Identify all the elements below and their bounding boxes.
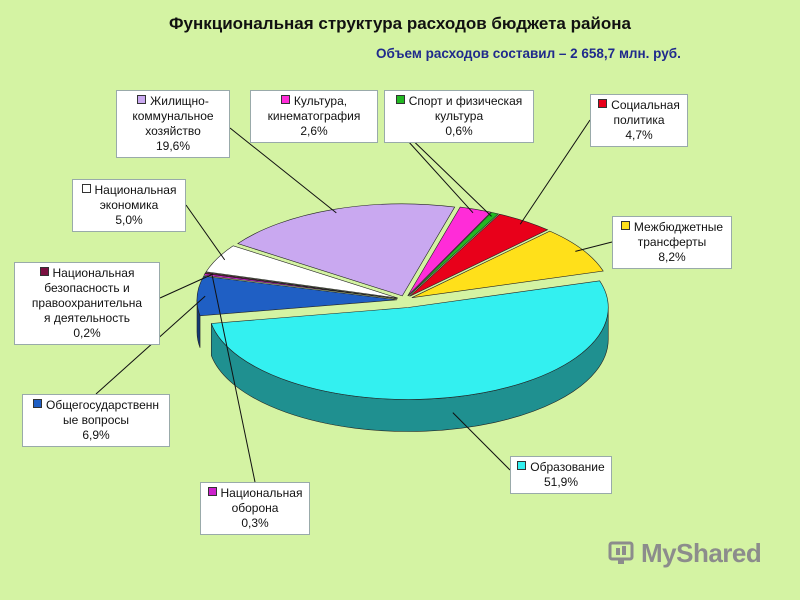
legend-swatch: [598, 99, 608, 108]
legend-swatch: [32, 399, 42, 408]
label-percent: 2,6%: [300, 124, 328, 138]
leader-line-9: [452, 412, 511, 471]
data-label-2: Национальная безопасность и правоохранител…: [14, 262, 160, 345]
data-label-7: Социальная политика 4,7%: [590, 94, 688, 147]
label-percent: 0,6%: [445, 124, 473, 138]
pie-slice-3: [205, 245, 398, 299]
legend-swatch: [39, 267, 49, 276]
myshared-logo-icon: [608, 541, 634, 564]
pie-slice-6: [408, 212, 500, 297]
leader-line-5: [397, 129, 474, 214]
data-label-3: Национальная экономика 5,0%: [72, 179, 186, 232]
data-label-8: Межбюджетные трансферты 8,2%: [612, 216, 732, 269]
label-text: Национальная: [220, 486, 303, 500]
label-text: Образование: [530, 460, 605, 474]
pie-slice-2: [204, 272, 398, 300]
pie-slice-9: [210, 280, 609, 400]
label-text: Национальная: [94, 183, 177, 197]
pie-slice-5: [407, 206, 492, 297]
label-text: Национальная: [52, 266, 135, 280]
label-text: я деятельность: [44, 311, 130, 325]
label-text: хозяйство: [145, 124, 201, 138]
label-percent: 51,9%: [543, 475, 579, 489]
label-text: ые вопросы: [62, 413, 130, 427]
legend-swatch: [395, 95, 405, 104]
leader-line-3: [185, 204, 226, 261]
data-label-4: Жилищно-коммунальное хозяйство 19,6%: [116, 90, 230, 158]
label-percent: 4,7%: [625, 128, 653, 142]
leader-line-4: [229, 127, 337, 214]
label-percent: 19,6%: [155, 139, 191, 153]
leader-line-7: [519, 119, 591, 225]
legend-swatch: [620, 221, 630, 230]
label-text: политика: [613, 113, 665, 127]
pie-slice-7: [409, 213, 549, 297]
label-text: правоохранительна: [31, 296, 143, 310]
label-text: экономика: [99, 198, 159, 212]
leader-line-1: [211, 275, 256, 483]
label-text: Социальная: [611, 98, 680, 112]
label-text: кинематография: [267, 109, 361, 123]
legend-swatch: [207, 487, 217, 496]
pie-slice-4: [237, 203, 456, 297]
label-text: Культура,: [293, 94, 348, 108]
label-percent: 0,3%: [241, 516, 269, 530]
leader-line-0: [95, 295, 206, 395]
label-text: трансферты: [637, 235, 707, 249]
label-text: оборона: [231, 501, 279, 515]
leader-line-8: [575, 241, 613, 252]
chart-title: Функциональная структура расходов бюджет…: [169, 14, 631, 33]
legend-swatch: [280, 95, 290, 104]
data-label-9: Образование 51,9%: [510, 456, 612, 494]
legend-swatch: [517, 461, 527, 470]
legend-swatch: [137, 95, 147, 104]
data-label-0: Общегосударственн ые вопросы 6,9%: [22, 394, 170, 447]
pie-slice-0: [196, 275, 398, 317]
leader-line-2: [159, 273, 214, 299]
label-text: безопасность и: [44, 281, 130, 295]
label-percent: 0,2%: [73, 326, 101, 340]
label-percent: 5,0%: [115, 213, 143, 227]
chart-subtitle: Объем расходов составил – 2 658,7 млн. р…: [376, 46, 681, 61]
label-text: Межбюджетные: [633, 220, 724, 234]
label-text: культура: [434, 109, 484, 123]
data-label-5: Культура, кинематография 2,6%: [250, 90, 378, 143]
label-text: коммунальное: [132, 109, 214, 123]
label-text: Общегосударственн: [45, 398, 160, 412]
label-text: Жилищно-: [150, 94, 209, 108]
data-label-1: Национальная оборона 0,3%: [200, 482, 310, 535]
data-label-6: Спорт и физическая культура 0,6%: [384, 90, 534, 143]
legend-swatch: [81, 184, 91, 193]
watermark-text: MyShared: [641, 538, 762, 568]
label-percent: 6,9%: [82, 428, 110, 442]
label-text: Спорт и физическая: [408, 94, 523, 108]
label-percent: 8,2%: [658, 250, 686, 264]
